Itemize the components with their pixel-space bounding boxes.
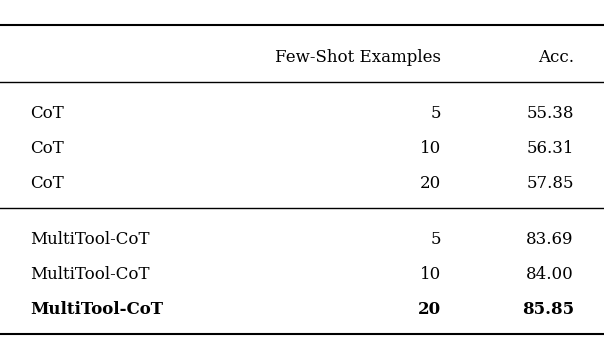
Text: Few-Shot Examples: Few-Shot Examples (275, 49, 441, 66)
Text: 83.69: 83.69 (526, 231, 574, 248)
Text: 10: 10 (420, 266, 441, 283)
Text: 55.38: 55.38 (526, 105, 574, 122)
Text: 85.85: 85.85 (522, 301, 574, 318)
Text: Acc.: Acc. (538, 49, 574, 66)
Text: 20: 20 (420, 175, 441, 192)
Text: 5: 5 (431, 231, 441, 248)
Text: MultiTool-CoT: MultiTool-CoT (30, 301, 163, 318)
Text: 57.85: 57.85 (526, 175, 574, 192)
Text: MultiTool-CoT: MultiTool-CoT (30, 231, 150, 248)
Text: 5: 5 (431, 105, 441, 122)
Text: CoT: CoT (30, 140, 64, 157)
Text: CoT: CoT (30, 175, 64, 192)
Text: 84.00: 84.00 (526, 266, 574, 283)
Text: MultiTool-CoT: MultiTool-CoT (30, 266, 150, 283)
Text: 10: 10 (420, 140, 441, 157)
Text: CoT: CoT (30, 105, 64, 122)
Text: 56.31: 56.31 (526, 140, 574, 157)
Text: 20: 20 (418, 301, 441, 318)
